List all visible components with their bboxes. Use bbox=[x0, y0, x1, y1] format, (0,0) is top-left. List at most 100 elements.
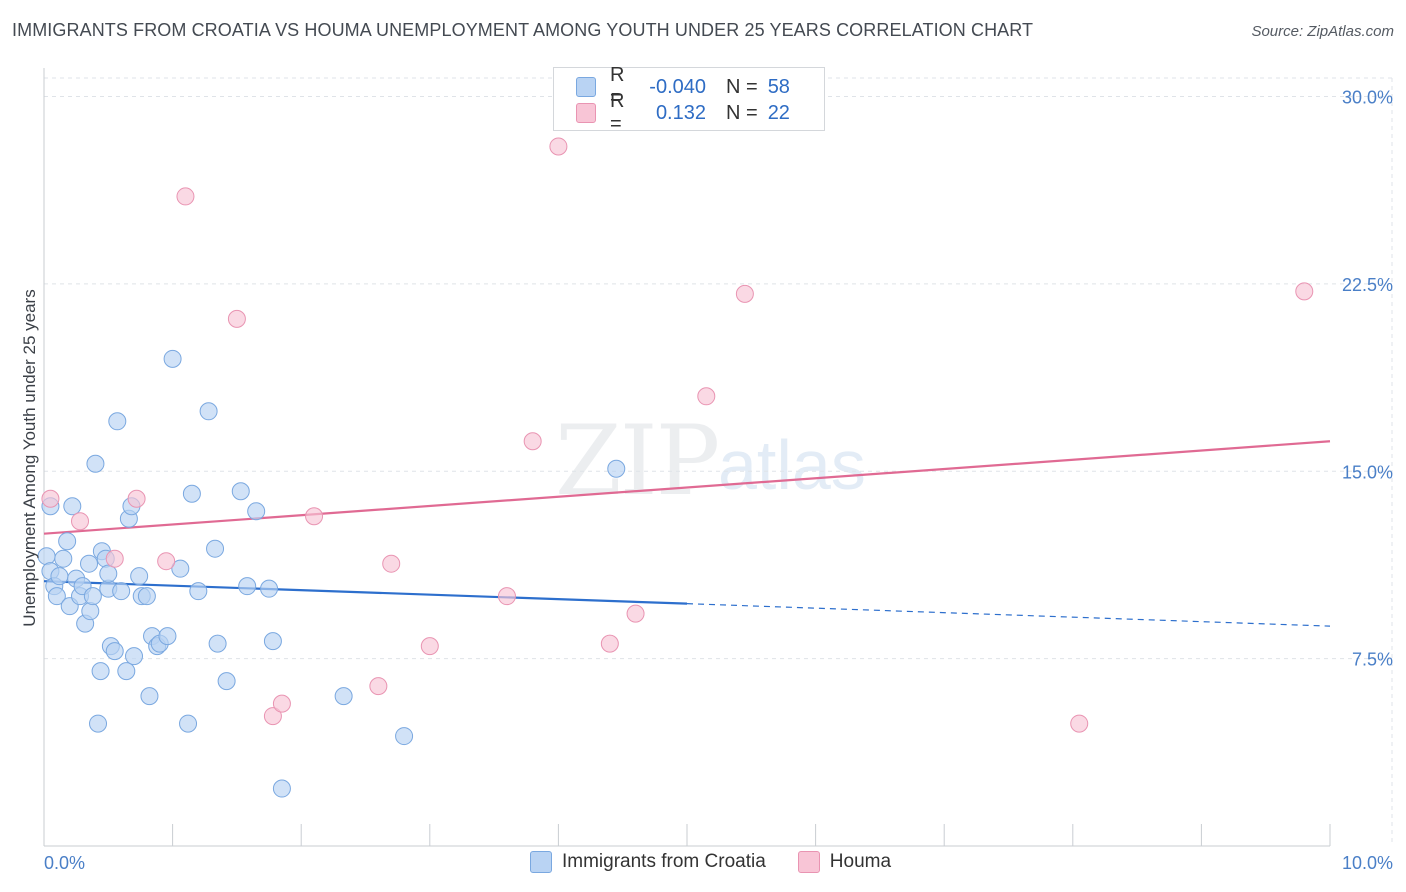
point-croatia bbox=[260, 579, 279, 598]
legend-r-label: R = bbox=[610, 90, 625, 135]
point-croatia bbox=[54, 549, 73, 568]
legend-r-label: R = bbox=[610, 64, 625, 109]
point-houma bbox=[600, 634, 619, 653]
point-croatia bbox=[117, 662, 136, 681]
source-label: Source: ZipAtlas.com bbox=[1251, 23, 1394, 40]
point-houma bbox=[176, 187, 195, 206]
point-croatia bbox=[263, 632, 282, 651]
legend-swatch-pink bbox=[576, 103, 596, 123]
axes bbox=[43, 68, 1331, 847]
point-houma bbox=[227, 309, 246, 328]
point-houma bbox=[71, 512, 90, 531]
legend-row-houma: R = 0.132 N = 22 bbox=[576, 90, 790, 135]
gridlines bbox=[44, 77, 1393, 846]
point-croatia bbox=[99, 564, 118, 583]
legend-r-value: 0.132 bbox=[655, 101, 706, 124]
point-croatia bbox=[47, 587, 66, 606]
point-houma bbox=[305, 507, 324, 526]
point-croatia bbox=[86, 454, 105, 473]
point-croatia bbox=[91, 662, 110, 681]
legend-label-croatia: Immigrants from Croatia bbox=[562, 851, 766, 872]
x-tick-label: 0.0% bbox=[44, 853, 85, 873]
legend-label-houma: Houma bbox=[829, 851, 892, 872]
point-croatia bbox=[80, 554, 99, 573]
y-tick-label: 7.5% bbox=[1352, 650, 1393, 670]
chart-title: IMMIGRANTS FROM CROATIA VS HOUMA UNEMPLO… bbox=[12, 20, 1034, 40]
point-croatia bbox=[63, 497, 82, 516]
point-croatia bbox=[125, 647, 144, 666]
legend-n-value: 58 bbox=[767, 75, 790, 98]
point-croatia bbox=[89, 714, 108, 733]
point-croatia bbox=[206, 539, 225, 558]
watermark-zip: ZIP bbox=[555, 405, 720, 517]
point-croatia bbox=[272, 779, 291, 798]
point-croatia bbox=[247, 502, 266, 521]
point-croatia bbox=[238, 577, 257, 596]
point-houma bbox=[1070, 714, 1089, 733]
point-croatia bbox=[83, 587, 102, 606]
point-croatia bbox=[37, 547, 56, 566]
legend-row-croatia: R = -0.040 N = 58 bbox=[576, 64, 790, 109]
legend-n-label: N = bbox=[726, 75, 758, 98]
y-tick-label: 15.0% bbox=[1342, 462, 1393, 482]
y-axis-label: Unemployment Among Youth under 25 years bbox=[20, 289, 39, 626]
legend-item-croatia: Immigrants from Croatia bbox=[530, 851, 766, 873]
series-legend: Immigrants from Croatia Houma bbox=[530, 851, 923, 873]
point-croatia bbox=[158, 627, 177, 646]
tick-labels: 7.5% 15.0% 22.5% 30.0% 0.0% 10.0% bbox=[44, 88, 1393, 874]
point-houma bbox=[127, 489, 146, 508]
legend-item-houma: Houma bbox=[797, 851, 892, 873]
point-croatia bbox=[171, 559, 190, 578]
point-croatia bbox=[140, 687, 159, 706]
point-croatia bbox=[179, 714, 198, 733]
trendline-croatia bbox=[43, 580, 688, 605]
point-croatia bbox=[137, 587, 156, 606]
point-houma bbox=[369, 677, 388, 696]
point-houma bbox=[41, 489, 60, 508]
point-houma bbox=[549, 137, 568, 156]
correlation-legend: R = -0.040 N = 58 R = 0.132 N = 22 bbox=[553, 64, 825, 135]
trendline-croatia-extension bbox=[686, 603, 1331, 627]
point-croatia bbox=[105, 642, 124, 661]
point-houma bbox=[382, 554, 401, 573]
point-houma bbox=[497, 587, 516, 606]
point-croatia bbox=[199, 402, 218, 421]
point-croatia bbox=[112, 582, 131, 601]
data-points bbox=[37, 137, 1314, 798]
point-croatia bbox=[130, 567, 149, 586]
legend-n-label: N = bbox=[726, 101, 758, 124]
point-houma bbox=[105, 549, 124, 568]
legend-swatch-pink bbox=[797, 851, 820, 873]
legend-swatch-blue bbox=[576, 77, 596, 97]
point-croatia bbox=[182, 484, 201, 503]
point-croatia bbox=[334, 687, 353, 706]
y-tick-label: 22.5% bbox=[1342, 275, 1393, 295]
legend-n-value: 22 bbox=[767, 101, 790, 124]
point-houma bbox=[1295, 282, 1314, 301]
point-croatia bbox=[395, 727, 414, 746]
legend-r-value: -0.040 bbox=[649, 75, 706, 98]
point-houma bbox=[523, 432, 542, 451]
point-croatia bbox=[58, 532, 77, 551]
point-croatia bbox=[189, 582, 208, 601]
point-houma bbox=[420, 637, 439, 656]
x-tick-label: 10.0% bbox=[1342, 853, 1393, 873]
point-houma bbox=[735, 284, 754, 303]
point-croatia bbox=[231, 482, 250, 501]
watermark-atlas: atlas bbox=[718, 426, 866, 504]
point-croatia bbox=[607, 459, 626, 478]
point-houma bbox=[697, 387, 716, 406]
point-houma bbox=[272, 694, 291, 713]
point-croatia bbox=[108, 412, 127, 431]
point-croatia bbox=[81, 602, 100, 621]
point-houma bbox=[157, 552, 176, 571]
legend-swatch-blue bbox=[530, 851, 552, 873]
point-croatia bbox=[208, 634, 227, 653]
point-croatia bbox=[217, 672, 236, 691]
point-houma bbox=[626, 604, 645, 623]
point-croatia bbox=[163, 349, 182, 368]
point-croatia bbox=[50, 567, 69, 586]
y-tick-label: 30.0% bbox=[1342, 88, 1393, 108]
point-houma bbox=[263, 707, 282, 726]
